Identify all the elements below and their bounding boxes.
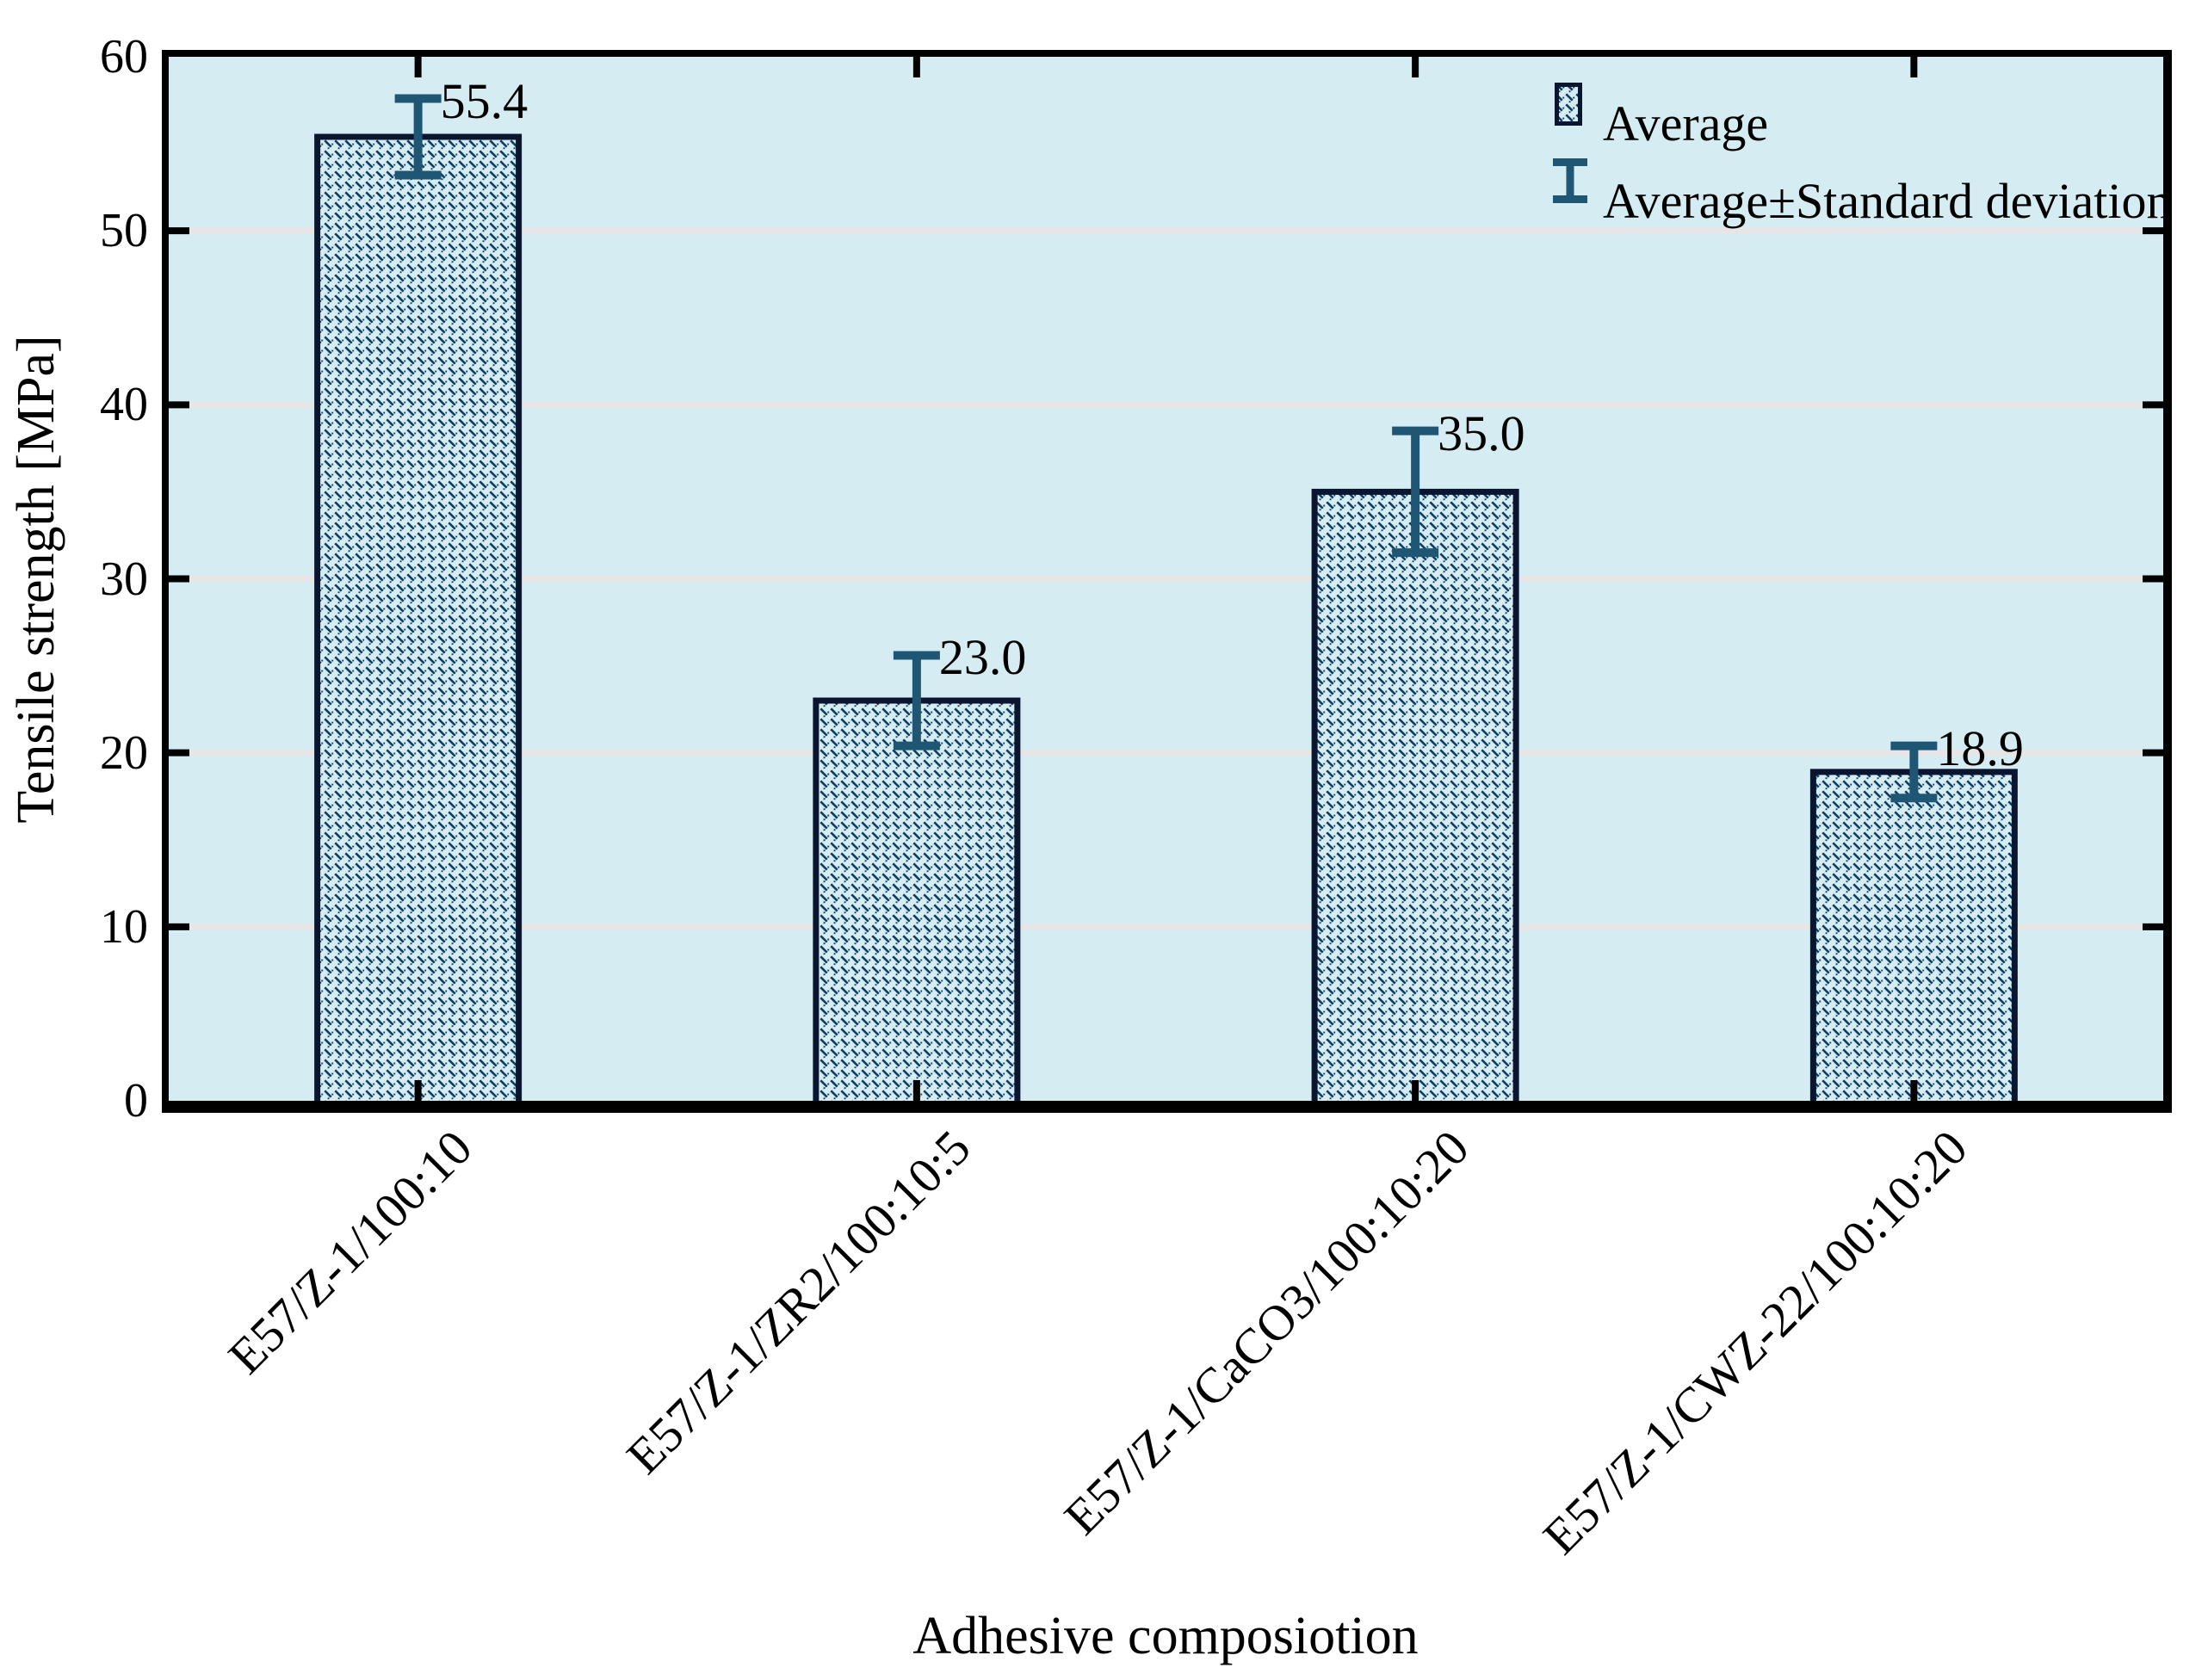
tick-mark-layer bbox=[169, 57, 2163, 1101]
legend-errorbar-label: Average±Standard deviation bbox=[1603, 173, 2172, 229]
plot-svg bbox=[169, 57, 2163, 1101]
bar-value-label: 55.4 bbox=[440, 72, 529, 129]
y-tick-label: 20 bbox=[100, 726, 148, 780]
y-tick-label: 30 bbox=[100, 552, 148, 606]
bar bbox=[813, 697, 1021, 1101]
y-tick-label: 60 bbox=[100, 30, 148, 83]
legend-average-label: Average bbox=[1603, 96, 1769, 151]
bar bbox=[314, 133, 523, 1101]
x-category-label: E57/Z-1/CWZ-22/100:10:20 bbox=[1532, 1119, 1978, 1566]
y-tick-label: 40 bbox=[100, 378, 148, 432]
x-axis-title: Adhesive composiotion bbox=[912, 1607, 1419, 1665]
bar-layer bbox=[314, 133, 2018, 1101]
y-tick-label: 0 bbox=[124, 1074, 148, 1127]
error-bar bbox=[1890, 741, 1938, 803]
x-category-label: E57/Z-1/ZR2/100:10:5 bbox=[615, 1119, 981, 1485]
legend-hatch-swatch-icon bbox=[1555, 83, 1582, 126]
error-bar bbox=[893, 651, 940, 750]
error-bar bbox=[394, 94, 442, 180]
bar bbox=[1809, 769, 2018, 1101]
y-tick-label: 50 bbox=[100, 204, 148, 258]
y-tick-label: 10 bbox=[100, 899, 148, 954]
error-bar-layer bbox=[394, 94, 1938, 803]
bar-value-label: 35.0 bbox=[1438, 405, 1525, 461]
bar-value-label: 18.9 bbox=[1936, 720, 2024, 776]
x-category-label: E57/Z-1/CaCO3/100:10:20 bbox=[1053, 1119, 1480, 1546]
bar bbox=[1311, 488, 1519, 1101]
error-bar bbox=[1392, 426, 1439, 558]
x-category-label: E57/Z-1/100:10 bbox=[217, 1119, 483, 1385]
bar-value-label: 23.0 bbox=[938, 629, 1027, 686]
legend-errorbar-icon bbox=[1553, 158, 1587, 203]
